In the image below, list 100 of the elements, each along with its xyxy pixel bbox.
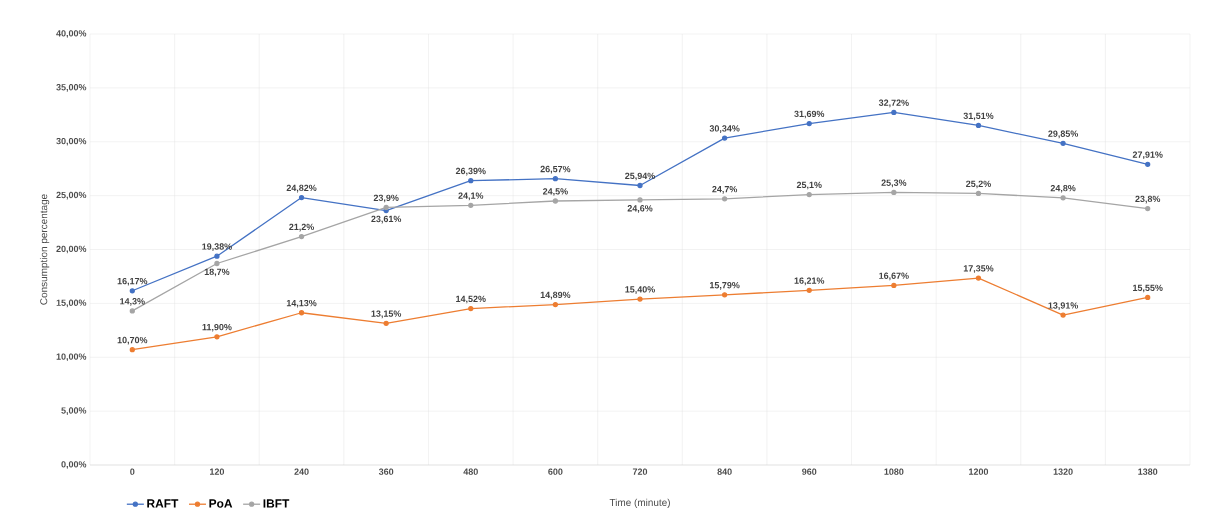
point xyxy=(891,109,897,116)
legend-label: RAFT xyxy=(147,499,179,508)
data-label: 17,35% xyxy=(963,265,994,273)
point xyxy=(298,233,305,240)
data-label: 25,3% xyxy=(881,179,907,188)
x-tick-label: 1080 xyxy=(884,468,904,475)
x-tick-label: 720 xyxy=(632,468,648,475)
point xyxy=(214,334,220,340)
point xyxy=(552,176,559,182)
point xyxy=(1060,312,1066,318)
point xyxy=(806,191,812,198)
data-label: 23,61% xyxy=(371,215,402,224)
x-tick-label: 0 xyxy=(130,468,135,475)
x-tick-label: 480 xyxy=(463,468,478,475)
y-tick-label: 30,00% xyxy=(56,137,87,146)
data-label: 14,52% xyxy=(456,295,486,304)
data-label: 15,55% xyxy=(1133,284,1163,293)
point xyxy=(468,202,474,208)
data-label: 16,17% xyxy=(117,277,148,286)
data-label: 13,15% xyxy=(371,310,402,319)
point xyxy=(721,292,728,298)
y-tick-label: 35,00% xyxy=(56,84,87,92)
x-tick-label: 1200 xyxy=(969,468,989,475)
legend-label: PoA xyxy=(209,499,233,508)
point xyxy=(129,288,135,294)
point xyxy=(806,120,812,127)
point xyxy=(637,197,643,203)
point xyxy=(1145,205,1151,212)
y-tick-label: 5,00% xyxy=(61,407,87,415)
data-label: 24,7% xyxy=(712,186,738,194)
data-label: 24,6% xyxy=(627,205,653,213)
point xyxy=(891,282,897,289)
y-tick-label: 15,00% xyxy=(56,299,87,308)
point xyxy=(1060,140,1066,147)
data-label: 23,8% xyxy=(1135,195,1161,204)
point xyxy=(468,305,474,312)
y-tick-label: 25,00% xyxy=(56,191,87,200)
y-tick-label: 20,00% xyxy=(56,245,87,254)
data-label: 14,13% xyxy=(286,299,317,308)
point xyxy=(298,194,305,201)
y-tick-label: 40,00% xyxy=(56,30,87,38)
point xyxy=(891,189,897,196)
data-label: 25,1% xyxy=(796,181,822,190)
data-label: 26,39% xyxy=(455,167,486,176)
point xyxy=(1145,294,1151,301)
point xyxy=(129,308,135,314)
data-label: 31,69% xyxy=(794,110,825,119)
data-label: 16,21% xyxy=(794,277,825,286)
data-label: 26,57% xyxy=(540,165,571,174)
data-label: 10,70% xyxy=(117,336,148,345)
x-tick-label: 360 xyxy=(378,468,394,475)
data-label: 24,1% xyxy=(458,192,484,201)
point xyxy=(383,320,389,326)
x-tick-label: 840 xyxy=(717,468,732,475)
point xyxy=(975,190,982,197)
data-label: 30,34% xyxy=(709,125,740,133)
x-tick-label: 1320 xyxy=(1053,468,1073,475)
x-tick-label: 600 xyxy=(548,468,563,475)
legend-label: IBFT xyxy=(263,499,290,508)
point xyxy=(1060,195,1066,201)
point xyxy=(1145,161,1151,167)
data-label: 24,5% xyxy=(542,188,568,196)
point xyxy=(806,287,812,293)
data-label: 29,85% xyxy=(1048,130,1079,139)
point xyxy=(214,253,220,259)
x-axis-title: Time (minute) xyxy=(609,498,670,508)
point xyxy=(721,135,728,141)
point xyxy=(214,260,220,267)
data-label: 32,72% xyxy=(878,99,909,108)
data-label: 31,51% xyxy=(963,112,994,121)
point xyxy=(975,275,982,281)
x-tick-label: 960 xyxy=(802,468,817,475)
x-tick-label: 120 xyxy=(210,468,225,475)
data-label: 11,90% xyxy=(202,323,232,332)
y-axis-title: Consumption percentage xyxy=(39,194,50,305)
data-label: 14,89% xyxy=(540,291,571,300)
data-label: 15,79% xyxy=(709,282,740,290)
data-label: 13,91% xyxy=(1048,302,1079,310)
y-tick-label: 10,00% xyxy=(56,353,87,362)
data-label: 14,3% xyxy=(120,298,145,306)
data-label: 18,7% xyxy=(204,268,230,277)
data-label: 21,2% xyxy=(289,223,315,232)
point xyxy=(552,301,559,308)
y-tick-label: 0,00% xyxy=(61,461,87,469)
point xyxy=(552,198,559,204)
point xyxy=(129,347,135,353)
data-label: 25,2% xyxy=(966,180,991,189)
point xyxy=(721,196,728,202)
data-label: 16,67% xyxy=(879,272,909,281)
point xyxy=(975,122,982,129)
data-label: 24,8% xyxy=(1050,184,1076,193)
point xyxy=(637,182,643,189)
data-label: 23,9% xyxy=(373,194,399,203)
point xyxy=(637,296,643,302)
point xyxy=(298,310,305,316)
data-label: 25,94% xyxy=(625,172,655,181)
point xyxy=(468,178,474,184)
x-tick-label: 240 xyxy=(294,468,309,475)
data-label: 27,91% xyxy=(1132,151,1163,160)
x-tick-label: 1380 xyxy=(1138,468,1158,475)
